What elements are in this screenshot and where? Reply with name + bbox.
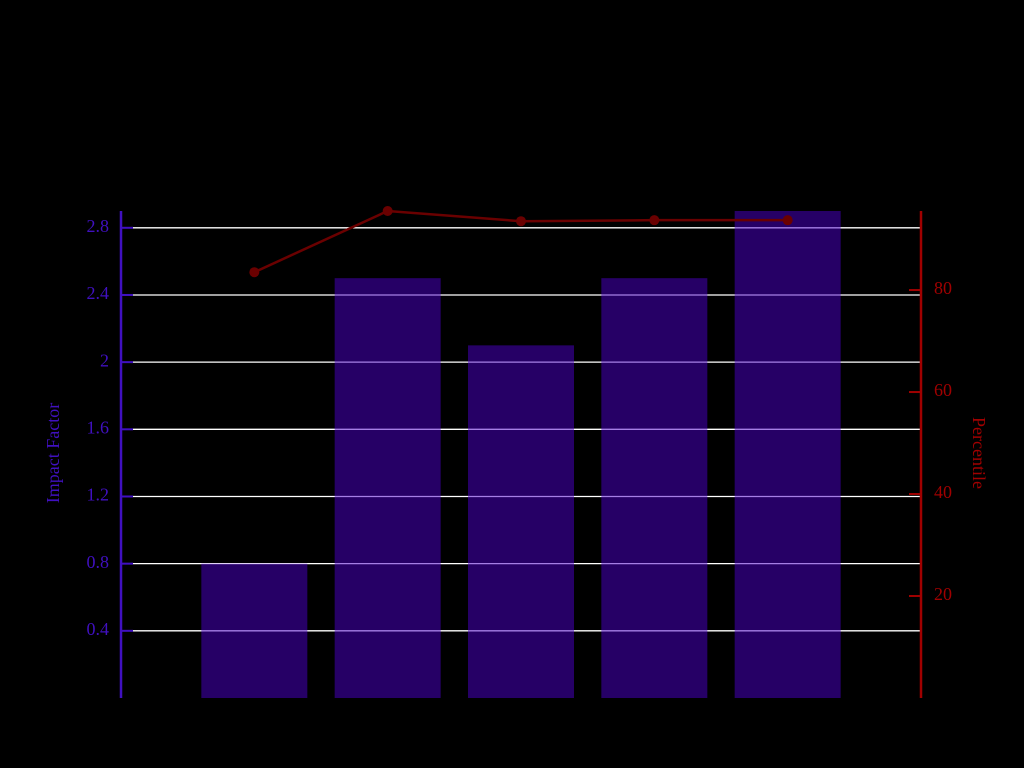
line-point [649,215,660,226]
y2-tick-label: 20 [934,584,952,604]
line-point [249,267,260,278]
bar [601,278,708,698]
bar [334,278,441,698]
y-axis-label: Impact Factor [43,403,63,503]
y-tick-label: 2.4 [87,283,110,303]
y2-tick-label: 60 [934,380,952,400]
y-tick-label: 2 [100,350,109,370]
bar [468,345,574,698]
bar [734,211,841,698]
line-point [516,216,526,227]
y-tick-label: 1.2 [87,485,110,505]
y-tick-label: 2.8 [87,216,110,236]
y2-tick-label: 40 [934,482,952,502]
y-tick-label: 0.8 [87,552,110,572]
line-point [782,215,793,226]
y2-tick-label: 80 [934,278,952,298]
y2-axis-label: Percentile [969,417,989,489]
y-tick-label: 0.4 [87,619,110,639]
bar [201,563,308,698]
y-tick-label: 1.6 [87,417,110,437]
line-point [382,206,393,216]
